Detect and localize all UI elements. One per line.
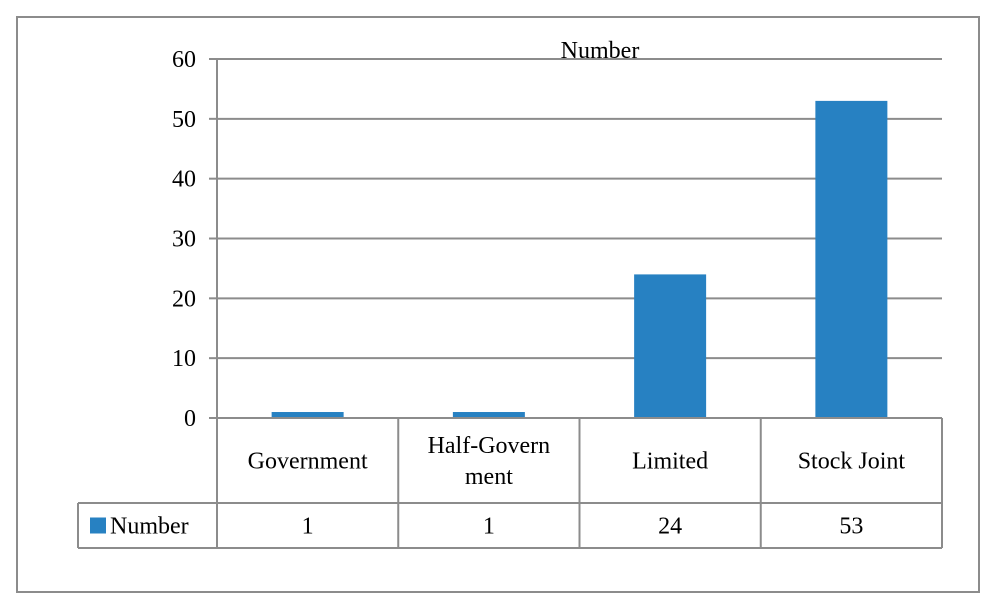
y-tick-label: 20	[172, 286, 196, 312]
bar-limited	[634, 274, 707, 418]
chart-frame	[16, 16, 980, 593]
chart-title: Number	[561, 38, 640, 64]
legend-label: Number	[110, 514, 189, 540]
x-tick-label: Stock Joint	[798, 449, 906, 475]
bar-government	[271, 412, 344, 418]
y-tick-label: 0	[184, 406, 196, 432]
y-tick-label: 60	[172, 47, 196, 73]
bars	[271, 100, 888, 418]
legend-swatch	[90, 517, 106, 534]
y-axis: 0 10 20 30 40 50 60	[172, 47, 218, 432]
x-tick-label: Limited	[632, 449, 708, 475]
y-tick-label: 10	[172, 346, 196, 372]
x-tick-label: Half-Govern ment	[428, 433, 551, 490]
data-label: 24	[658, 514, 682, 540]
data-table: Government Half-Govern ment Limited Stock Jo…	[77, 417, 943, 549]
bar-stock-joint	[815, 100, 888, 418]
data-label: 53	[839, 514, 863, 540]
data-label: 1	[483, 514, 495, 540]
bar-half-government	[452, 412, 525, 418]
data-label: 1	[302, 514, 314, 540]
y-tick-label: 40	[172, 167, 196, 193]
y-tick-label: 50	[172, 107, 196, 133]
y-tick-label: 30	[172, 227, 196, 253]
x-tick-label: Government	[248, 449, 368, 475]
